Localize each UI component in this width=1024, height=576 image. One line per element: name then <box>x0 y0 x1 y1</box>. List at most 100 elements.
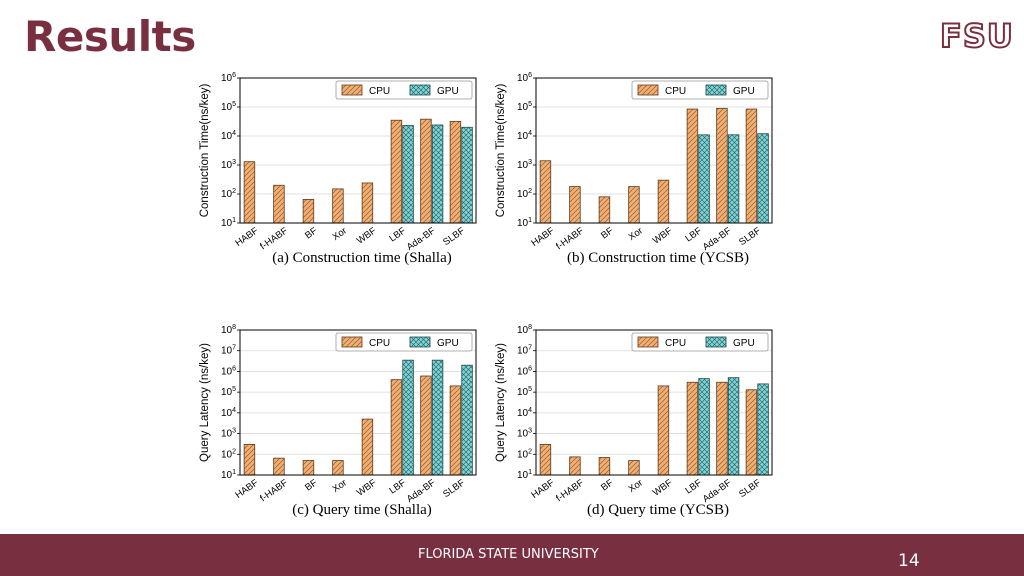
x-tick-label: WBF <box>355 225 379 246</box>
y-tick-label: 105 <box>221 101 236 113</box>
x-tick-label: BF <box>599 477 615 493</box>
y-tick-label: 106 <box>517 365 532 377</box>
bar-cpu-slbf <box>745 389 758 476</box>
x-tick-label: LBF <box>683 225 704 244</box>
bar-gpu-slbf <box>757 383 769 476</box>
bar-cpu-slbf <box>449 120 462 224</box>
y-axis-label: Construction Time(ns/key) <box>199 84 211 218</box>
x-tick-label: LBF <box>387 225 408 244</box>
bar-cpu-lbf <box>390 379 403 476</box>
legend-label-gpu: GPU <box>437 86 459 97</box>
bar-gpu-lbf <box>698 134 710 224</box>
y-tick-label: 103 <box>221 428 236 440</box>
plot-frame <box>239 77 477 224</box>
y-tick-label: 102 <box>221 448 236 460</box>
legend: CPU GPU <box>335 80 473 100</box>
x-tick-label: WBF <box>651 225 675 246</box>
legend-swatch-gpu <box>409 336 431 348</box>
x-tick-label: LBF <box>387 477 408 496</box>
legend-swatch-gpu <box>705 336 727 348</box>
plot-frame <box>535 77 773 224</box>
bar-cpu-lbf <box>390 119 403 224</box>
bar-cpu-habf <box>539 160 552 224</box>
y-tick-label: 104 <box>221 130 236 142</box>
y-tick-label: 103 <box>517 428 532 440</box>
bar-gpu-slbf <box>461 126 473 224</box>
x-tick-label: HABF <box>233 477 260 501</box>
bar-cpu-bf <box>598 457 611 476</box>
bar-cpu-lbf <box>686 381 699 476</box>
x-tick-label: Xor <box>331 477 349 494</box>
legend-label-cpu: CPU <box>665 338 686 349</box>
bar-cpu-bf <box>302 460 315 476</box>
x-tick-label: f-HABF <box>258 477 290 504</box>
legend-swatch-cpu <box>637 84 659 96</box>
bar-cpu-ada-bf <box>420 375 432 476</box>
bar-cpu-habf <box>539 444 552 476</box>
footer-bar: FLORIDA STATE UNIVERSITY 14 <box>0 534 1024 576</box>
legend-swatch-cpu <box>341 336 363 348</box>
footer-university: FLORIDA STATE UNIVERSITY <box>418 547 599 562</box>
x-tick-label: Ada-BF <box>405 225 438 253</box>
y-tick-label: 104 <box>221 407 236 419</box>
x-tick-label: SLBF <box>441 477 467 500</box>
y-tick-label: 101 <box>221 217 236 229</box>
legend-label-cpu: CPU <box>369 86 390 97</box>
y-tick-label: 105 <box>517 386 532 398</box>
legend: CPU GPU <box>335 332 473 352</box>
chart-caption: (d) Query time (YCSB) <box>587 502 729 518</box>
y-tick-label: 108 <box>517 324 532 336</box>
bar-gpu-ada-bf <box>431 124 444 224</box>
y-tick-label: 101 <box>517 217 532 229</box>
y-axis-label: Query Latency (ns/key) <box>199 343 211 462</box>
bar-cpu-xor <box>332 460 344 476</box>
y-tick-label: 103 <box>221 159 236 171</box>
y-axis-label: Construction Time(ns/key) <box>495 84 507 218</box>
y-tick-label: 106 <box>221 365 236 377</box>
legend-label-gpu: GPU <box>437 338 459 349</box>
x-tick-label: WBF <box>651 477 675 498</box>
page-number: 14 <box>898 551 920 571</box>
bar-cpu-f-habf <box>569 456 581 476</box>
y-axis-label: Query Latency (ns/key) <box>495 343 507 462</box>
y-tick-label: 102 <box>517 448 532 460</box>
x-tick-label: SLBF <box>737 225 763 248</box>
x-tick-label: HABF <box>529 225 556 249</box>
bar-gpu-ada-bf <box>727 377 740 476</box>
fsu-logo: FSU <box>939 17 1014 55</box>
bar-cpu-wbf <box>657 385 670 476</box>
x-tick-label: f-HABF <box>258 225 290 252</box>
x-tick-label: BF <box>303 225 319 241</box>
x-tick-label: WBF <box>355 477 379 498</box>
bar-cpu-bf <box>302 199 315 224</box>
y-tick-label: 106 <box>221 72 236 84</box>
bar-cpu-xor <box>628 186 640 224</box>
bar-cpu-slbf <box>449 385 462 476</box>
bar-gpu-lbf <box>698 378 710 476</box>
plot-frame <box>535 329 773 476</box>
x-tick-label: SLBF <box>737 477 763 500</box>
plot-frame <box>239 329 477 476</box>
legend-label-gpu: GPU <box>733 338 755 349</box>
legend-swatch-gpu <box>409 84 431 96</box>
bar-cpu-habf <box>243 161 256 224</box>
bar-gpu-ada-bf <box>431 359 444 476</box>
bar-gpu-lbf <box>402 125 414 224</box>
legend: CPU GPU <box>631 80 769 100</box>
y-tick-label: 106 <box>517 72 532 84</box>
bar-cpu-ada-bf <box>716 381 728 476</box>
x-tick-label: Ada-BF <box>701 225 734 253</box>
y-tick-label: 104 <box>517 130 532 142</box>
bar-cpu-wbf <box>361 418 374 476</box>
bar-gpu-lbf <box>402 359 414 476</box>
x-tick-label: f-HABF <box>554 225 586 252</box>
bar-cpu-xor <box>628 460 640 476</box>
y-tick-label: 102 <box>517 188 532 200</box>
bar-cpu-xor <box>332 188 344 224</box>
x-tick-label: f-HABF <box>554 477 586 504</box>
chart-caption: (b) Construction time (YCSB) <box>567 250 749 266</box>
bar-cpu-ada-bf <box>420 118 432 224</box>
